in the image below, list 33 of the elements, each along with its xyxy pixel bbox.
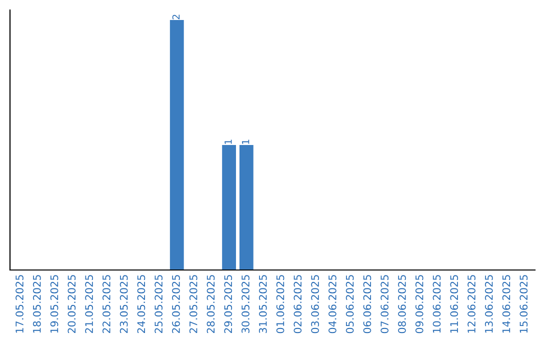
x-tick-label: 29.05.2025 (224, 275, 232, 334)
x-tick-label: 07.06.2025 (380, 275, 389, 334)
x-tick-label: 09.06.2025 (415, 275, 424, 334)
data-label: 1 (224, 140, 232, 144)
x-tick-label: 14.06.2025 (502, 275, 510, 333)
x-tick-label: 10.06.2025 (432, 275, 441, 333)
x-tick-label: 03.06.2025 (311, 275, 319, 334)
x-tick-label: 22.05.2025 (102, 275, 110, 334)
x-tick-label: 05.06.2025 (346, 275, 354, 334)
x-tick-label: 31.05.2025 (258, 275, 267, 334)
x-tick-label: 21.05.2025 (85, 275, 93, 334)
x-tick-label: 20.05.2025 (68, 275, 76, 334)
x-tick-label: 12.06.2025 (468, 275, 476, 333)
x-tick-label: 06.06.2025 (363, 275, 372, 334)
x-tick-label: 01.06.2025 (276, 275, 284, 334)
x-tick-label: 08.06.2025 (398, 275, 406, 334)
x-tick-label: 19.05.2025 (50, 275, 58, 333)
x-tick-label: 25.05.2025 (154, 275, 163, 334)
x-tick-label: 15.06.2025 (520, 275, 528, 333)
data-label: 2 (172, 14, 180, 20)
x-tick-label: 23.05.2025 (120, 275, 128, 334)
x-tick-label: 02.06.2025 (294, 275, 302, 334)
x-tick-label: 26.05.2025 (172, 275, 180, 334)
x-tick-label: 30.05.2025 (242, 275, 250, 334)
x-tick-label: 13.06.2025 (484, 275, 493, 333)
x-tick-label: 18.05.2025 (32, 275, 41, 333)
x-tick-label: 27.05.2025 (189, 275, 198, 334)
x-tick-label: 17.05.2025 (16, 275, 24, 333)
x-tick-label: 24.05.2025 (137, 275, 146, 334)
x-tick-label: 11.06.2025 (450, 275, 458, 333)
x-tick-label: 04.06.2025 (328, 275, 336, 334)
data-label: 1 (242, 140, 250, 144)
x-tick-label: 28.05.2025 (206, 275, 215, 334)
